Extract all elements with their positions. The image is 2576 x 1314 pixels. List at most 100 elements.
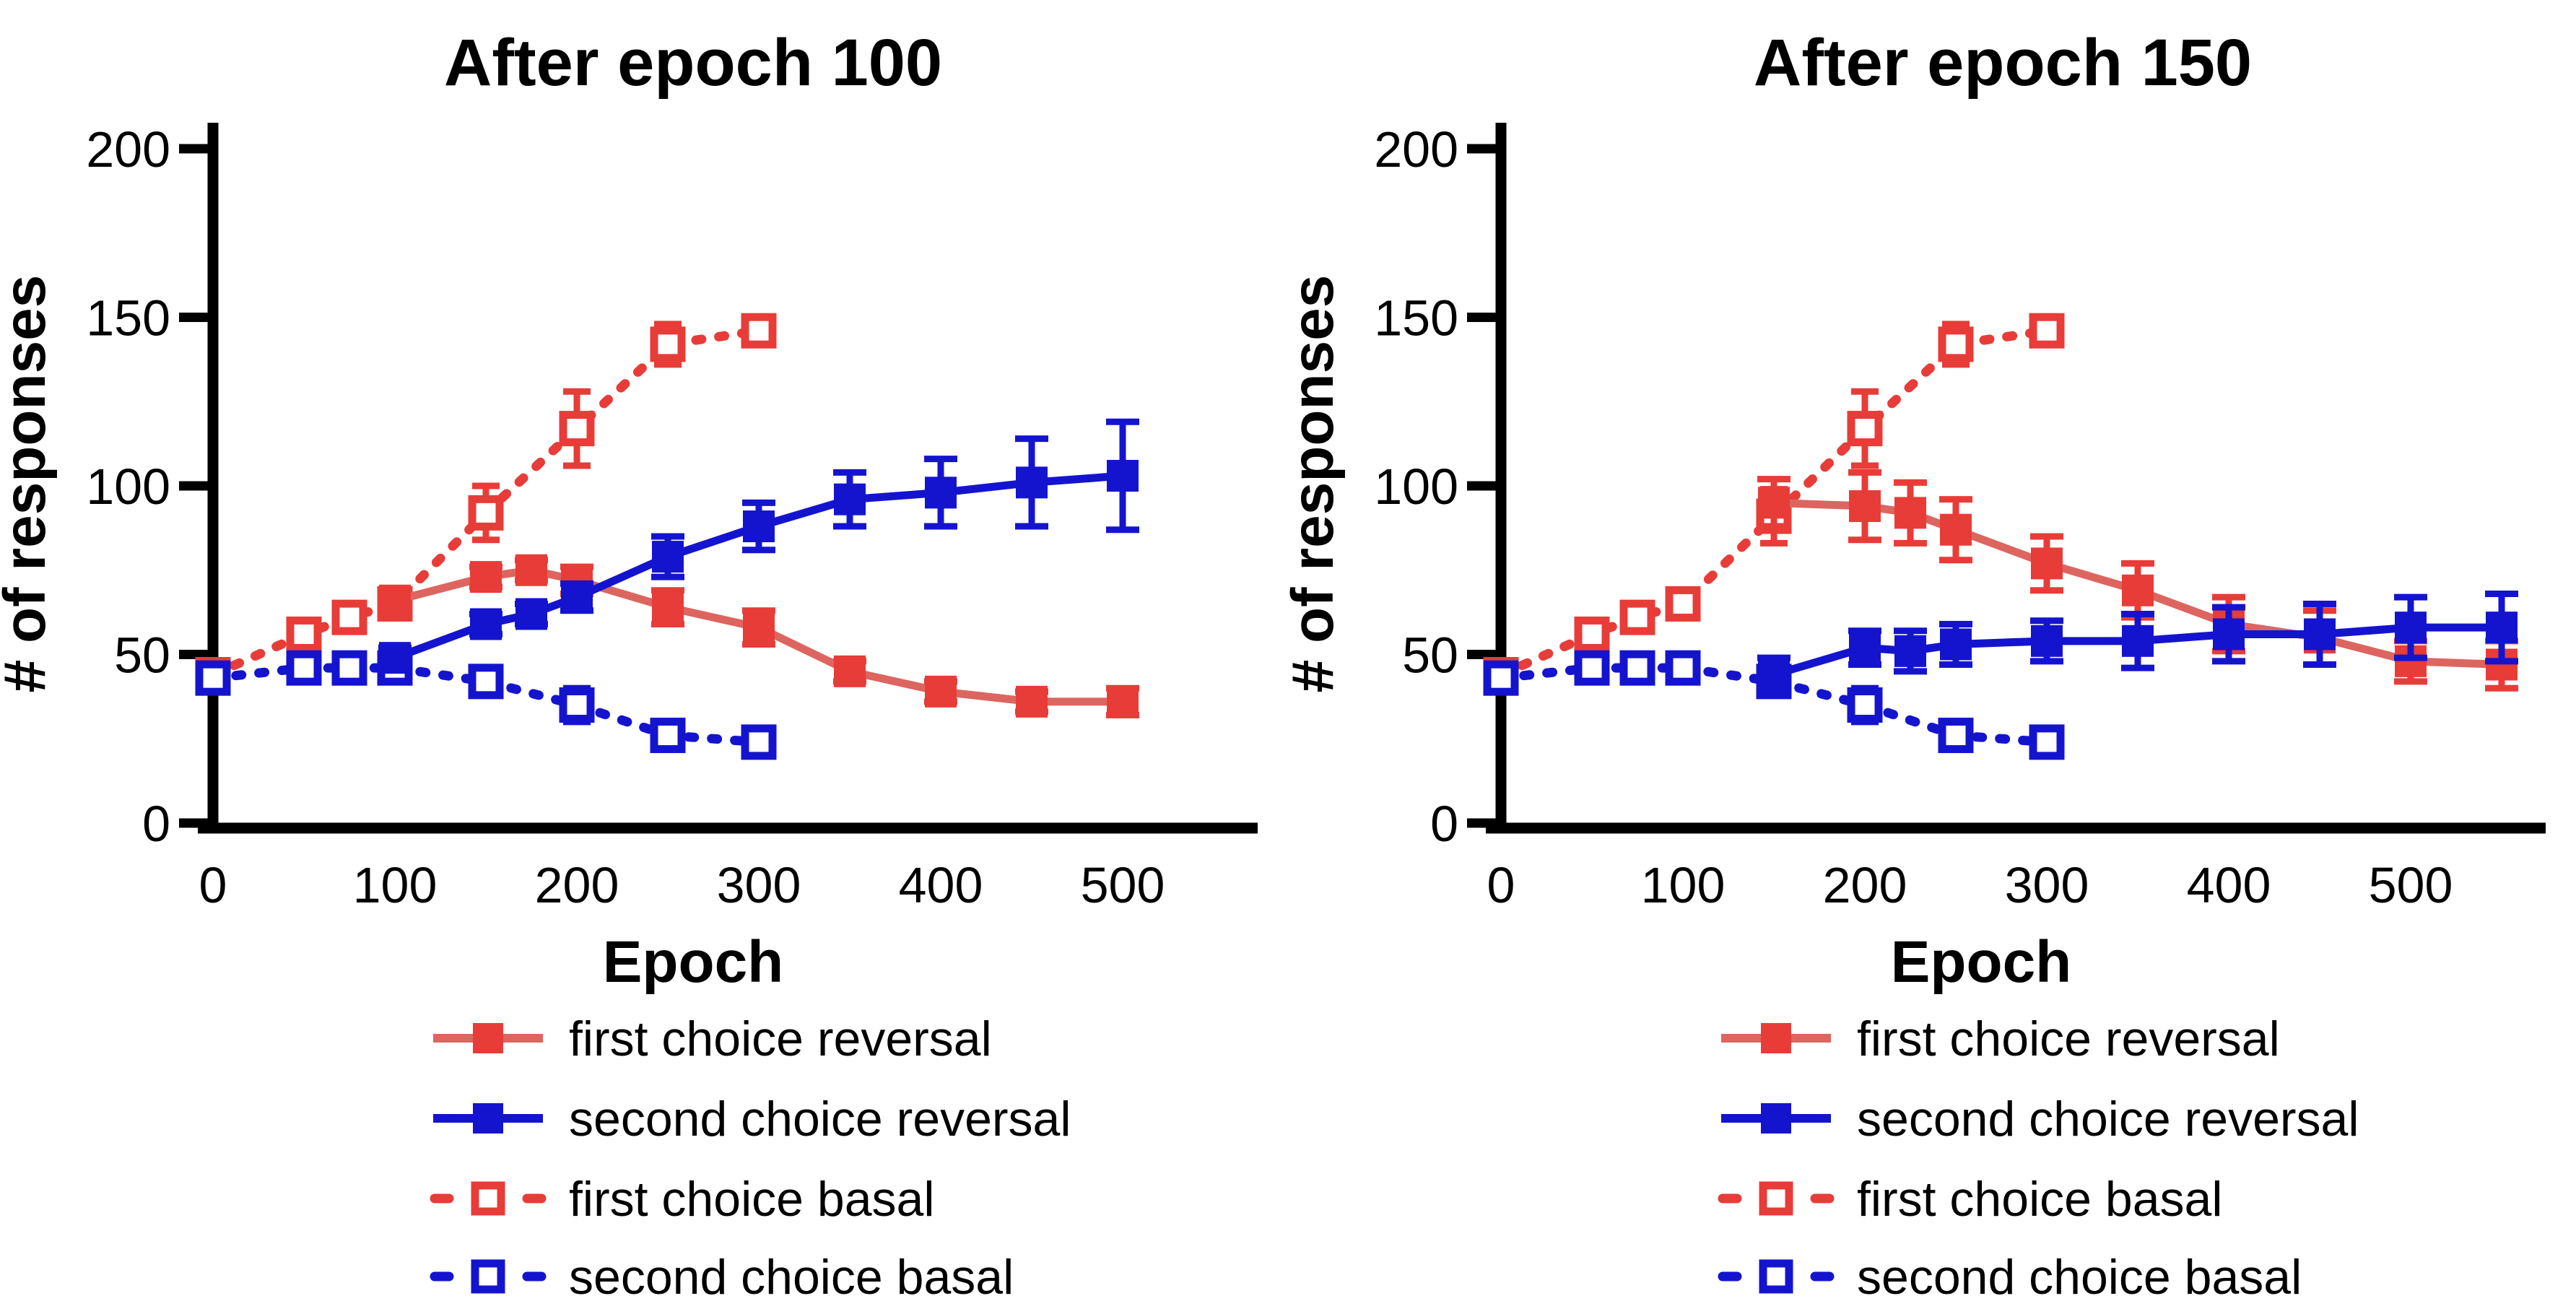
legend-item-second-choice-basal: second choice basal [430,1250,1014,1305]
data-point [286,650,322,686]
data-point [379,584,411,617]
x-tick-label: 500 [2369,857,2453,913]
data-point [2122,574,2154,606]
data-point [650,326,686,362]
y-tick-label: 200 [1374,121,1458,178]
data-point [1107,685,1139,718]
y-axis-label: # of responses [1288,275,1346,693]
data-point [743,612,775,644]
data-point [515,598,547,630]
data-point [1938,326,1974,362]
y-tick-label: 150 [1374,290,1458,347]
series-second-choice-reversal [1757,590,2518,695]
legend-item-first-choice-reversal: first choice reversal [1721,1011,2280,1066]
data-point [1847,411,1883,447]
data-point [286,616,322,652]
x-tick-label: 200 [535,857,619,913]
data-point [1574,616,1610,652]
data-point [2486,612,2518,644]
panel-title: After epoch 100 [444,26,942,100]
data-point [650,718,686,754]
data-point [1938,718,1974,754]
data-point [559,411,595,447]
series-layer [195,313,1139,760]
y-tick-label: 200 [86,121,170,178]
legend-label: second choice reversal [1857,1092,2359,1147]
data-point [1758,658,1790,691]
data-point [468,663,504,700]
y-tick-label: 50 [114,627,170,684]
axes: 0 50 100 150 200 0 100 200 300 400 500 [86,121,1258,913]
legend-label: second choice basal [569,1250,1014,1305]
x-axis-label: Epoch [1891,929,2072,995]
panel-after-epoch-100: After epoch 100 # of responses Epoch 0 50… [0,26,1258,1305]
y-tick-label: 0 [1430,796,1458,852]
data-point [2029,724,2065,760]
data-point [470,608,502,640]
series-first-choice-reversal [378,554,1139,719]
x-tick-label: 400 [899,857,983,913]
x-tick-label: 100 [1641,857,1726,913]
legend-marker [473,1103,503,1134]
data-point [559,687,595,723]
legend-label: second choice reversal [569,1092,1071,1147]
y-tick-label: 0 [142,796,170,852]
legend-marker [471,1259,505,1294]
data-point [331,650,367,686]
data-point [743,510,775,543]
data-point [1107,459,1139,492]
data-point [1940,628,1972,661]
data-point [2122,625,2154,657]
panel-after-epoch-150: After epoch 150 # of responses Epoch 0 50… [1288,26,2546,1305]
legend-marker [473,1023,503,1053]
data-point [925,477,957,509]
y-tick-label: 100 [86,458,170,515]
legend-item-second-choice-reversal: second choice reversal [433,1092,1071,1147]
data-point [1016,466,1048,499]
y-tick-label: 150 [86,290,170,347]
data-point [1847,687,1883,723]
data-point [1758,487,1790,519]
data-point [470,561,502,593]
data-point [1619,650,1655,686]
data-point [2304,618,2336,651]
series-first-choice-basal [1483,313,2065,693]
x-tick-label: 100 [353,857,438,913]
x-tick-label: 300 [2005,857,2089,913]
data-point [2395,612,2427,644]
x-axis-label: Epoch [603,929,784,995]
series-second-choice-basal [195,650,777,760]
data-point [2031,547,2063,580]
legend-marker [1761,1103,1791,1134]
y-tick-label: 50 [1402,627,1458,684]
data-point [1016,685,1048,718]
x-tick-label: 200 [1823,857,1907,913]
data-point [741,724,777,760]
x-tick-label: 500 [1081,857,1165,913]
y-tick-label: 100 [1374,458,1458,515]
data-point [741,313,777,349]
data-point [1894,635,1926,667]
legend-item-first-choice-reversal: first choice reversal [433,1011,992,1066]
series-line [1770,623,2506,679]
data-point [834,483,866,515]
data-point [652,541,684,573]
x-tick-label: 400 [2187,857,2271,913]
data-point [1483,660,1519,696]
data-point [195,660,231,696]
data-point [2031,625,2063,657]
x-tick-label: 0 [199,857,227,913]
series-second-choice-reversal [378,418,1139,674]
series-line [391,471,1127,662]
series-line [1770,498,2506,669]
data-point [925,675,957,708]
legend-marker [1759,1181,1793,1216]
data-point [1940,513,1972,546]
legend: first choice reversal second choice rever… [1718,1011,2359,1305]
data-point [1894,497,1926,529]
data-point [834,655,866,687]
legend-label: first choice basal [569,1172,934,1227]
legend-item-second-choice-basal: second choice basal [1718,1250,2302,1305]
series-layer [1483,313,2518,760]
